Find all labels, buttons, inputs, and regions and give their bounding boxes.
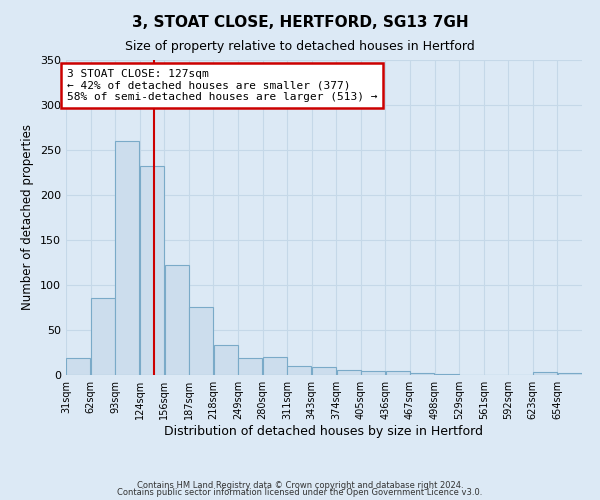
Bar bbox=[410, 373, 434, 375]
Bar bbox=[337, 370, 361, 375]
Bar bbox=[435, 374, 459, 375]
X-axis label: Distribution of detached houses by size in Hertford: Distribution of detached houses by size … bbox=[164, 425, 484, 438]
Bar bbox=[557, 373, 582, 375]
Text: Size of property relative to detached houses in Hertford: Size of property relative to detached ho… bbox=[125, 40, 475, 53]
Bar bbox=[287, 366, 311, 375]
Bar bbox=[533, 372, 557, 375]
Text: Contains public sector information licensed under the Open Government Licence v3: Contains public sector information licen… bbox=[118, 488, 482, 497]
Text: 3 STOAT CLOSE: 127sqm
← 42% of detached houses are smaller (377)
58% of semi-det: 3 STOAT CLOSE: 127sqm ← 42% of detached … bbox=[67, 69, 377, 102]
Text: Contains HM Land Registry data © Crown copyright and database right 2024.: Contains HM Land Registry data © Crown c… bbox=[137, 480, 463, 490]
Bar bbox=[312, 367, 336, 375]
Bar bbox=[214, 346, 238, 375]
Text: 3, STOAT CLOSE, HERTFORD, SG13 7GH: 3, STOAT CLOSE, HERTFORD, SG13 7GH bbox=[131, 15, 469, 30]
Bar bbox=[66, 358, 91, 375]
Bar bbox=[238, 358, 262, 375]
Bar bbox=[386, 372, 410, 375]
Y-axis label: Number of detached properties: Number of detached properties bbox=[22, 124, 34, 310]
Bar bbox=[189, 306, 213, 375]
Bar bbox=[91, 298, 115, 375]
Bar bbox=[115, 141, 139, 375]
Bar bbox=[140, 166, 164, 375]
Bar bbox=[164, 265, 188, 375]
Bar bbox=[361, 370, 385, 375]
Bar bbox=[263, 357, 287, 375]
